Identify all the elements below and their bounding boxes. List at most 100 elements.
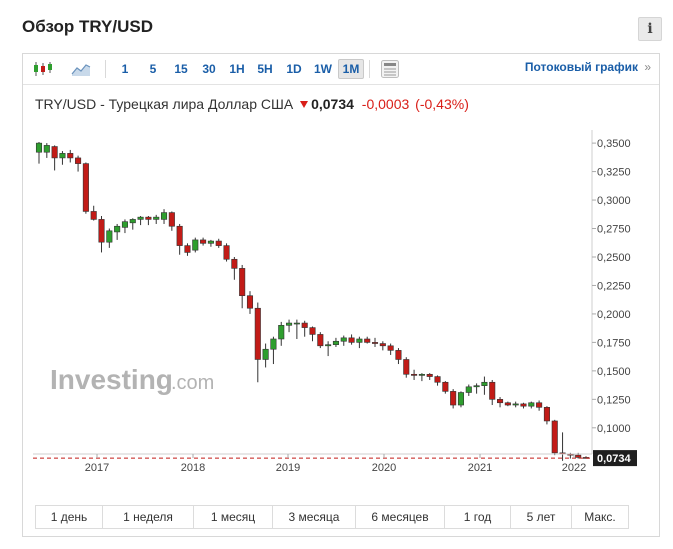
interval-button[interactable]: 1W xyxy=(314,62,332,76)
watermark-suffix: .com xyxy=(171,372,214,394)
candle-body xyxy=(270,338,277,350)
candle-body xyxy=(489,381,496,400)
area-chart-icon[interactable] xyxy=(71,61,91,77)
y-tick-label: 0,3250 xyxy=(597,167,631,179)
double-chevron-right-icon: » xyxy=(644,60,651,74)
candle-body xyxy=(98,219,105,243)
candle-body xyxy=(434,376,441,383)
candle-body xyxy=(309,327,316,335)
interval-button[interactable]: 1D xyxy=(286,62,302,76)
x-tick-label: 2017 xyxy=(85,462,109,474)
candle-body xyxy=(450,391,457,406)
y-tick-label: 0,2250 xyxy=(597,280,631,292)
y-tick-label: 0,3000 xyxy=(597,195,631,207)
candle-body xyxy=(364,338,371,343)
quote-header: TRY/USD - Турецкая лира Доллар США 0,073… xyxy=(35,96,469,112)
interval-button[interactable]: 1M xyxy=(338,59,364,79)
candle-body xyxy=(184,245,191,253)
y-tick-label: 0,3500 xyxy=(597,138,631,150)
candle-body xyxy=(301,322,308,328)
streaming-chart-link[interactable]: Потоковый график » xyxy=(525,60,651,74)
streaming-chart-label: Потоковый график xyxy=(524,60,638,74)
interval-button[interactable]: 30 xyxy=(202,62,216,76)
interval-button[interactable]: 5 xyxy=(149,62,157,76)
interval-button[interactable]: 1 xyxy=(121,62,129,76)
candle-body xyxy=(418,373,425,376)
candle-body xyxy=(473,385,480,388)
period-button[interactable]: 6 месяцев xyxy=(356,506,445,528)
candle-body xyxy=(481,381,488,386)
candle-body xyxy=(356,338,363,343)
candlestick-chart[interactable]: Investing.com 0,3500 0,3250 0,3000 0,2750 0,2… xyxy=(23,54,659,474)
candle-body xyxy=(528,402,535,407)
candle-body xyxy=(411,373,418,376)
x-tick-label: 2019 xyxy=(276,462,300,474)
instrument-name: TRY/USD - Турецкая лира Доллар США xyxy=(35,96,294,112)
candle-body xyxy=(75,157,82,164)
period-button[interactable]: 1 день xyxy=(36,506,103,528)
period-selector: 1 день 1 неделя 1 месяц 3 месяца 6 месяцев 1 … xyxy=(35,505,629,529)
interval-button[interactable]: 5H xyxy=(257,62,273,76)
candle-body xyxy=(395,350,402,360)
candle-body xyxy=(575,454,582,458)
down-arrow-icon xyxy=(300,101,309,109)
period-button[interactable]: 1 неделя xyxy=(103,506,194,528)
interval-button[interactable]: 15 xyxy=(174,62,188,76)
candle-body xyxy=(512,403,519,406)
y-tick-label: 0,2000 xyxy=(597,309,631,321)
candle-body xyxy=(145,216,152,220)
y-tick-label: 0,1250 xyxy=(597,394,631,406)
candle-body xyxy=(442,381,449,392)
candle-body xyxy=(286,322,293,326)
candle-body xyxy=(137,216,144,220)
candle-body xyxy=(51,146,58,159)
last-price-label-bg xyxy=(593,450,637,467)
candle-body xyxy=(497,399,504,404)
table-view-icon[interactable] xyxy=(381,60,399,78)
info-button[interactable]: i xyxy=(638,17,662,41)
interval-button[interactable]: 1H xyxy=(229,62,245,76)
candle-body xyxy=(106,230,113,243)
y-tick-label: 0,1750 xyxy=(597,337,631,349)
chart-toolbar: 1 5 15 30 1H 5H 1D 1W 1M Потоковый график » xyxy=(23,54,659,85)
y-tick-label: 0,1000 xyxy=(597,423,631,435)
y-tick-label: 0,1500 xyxy=(597,366,631,378)
candle-body xyxy=(340,337,347,342)
x-tick-label: 2020 xyxy=(372,462,396,474)
period-button[interactable]: 1 месяц xyxy=(194,506,273,528)
candlestick-chart-icon[interactable] xyxy=(33,61,53,77)
period-button[interactable]: 1 год xyxy=(445,506,511,528)
y-tick-label: 0,2500 xyxy=(597,252,631,264)
candle-body xyxy=(223,245,230,260)
candle-body xyxy=(239,268,246,297)
candle-body xyxy=(129,219,136,224)
candle-body xyxy=(59,153,66,159)
candle-body xyxy=(254,307,261,360)
period-button[interactable]: 5 лет xyxy=(511,506,572,528)
candle-body xyxy=(426,373,433,377)
candle-body xyxy=(168,212,175,227)
candle-body xyxy=(262,348,269,360)
y-tick-label: 0,2750 xyxy=(597,224,631,236)
x-tick-label: 2021 xyxy=(468,462,492,474)
candle-body xyxy=(520,403,527,407)
candle-body xyxy=(332,340,339,345)
candle-body xyxy=(551,420,558,454)
candle-body xyxy=(121,221,128,228)
chart-widget: 1 5 15 30 1H 5H 1D 1W 1M Потоковый график » TRY/… xyxy=(22,53,660,537)
candle-body xyxy=(231,258,238,269)
candle-body xyxy=(114,225,121,233)
candle-body xyxy=(215,240,222,246)
period-button[interactable]: Макс. xyxy=(584,510,616,524)
candle-body xyxy=(246,295,254,309)
price-change-percent: (-0,43%) xyxy=(415,96,469,112)
last-price-label: 0,0734 xyxy=(597,453,632,465)
candle-body xyxy=(278,325,285,340)
candle-body xyxy=(387,345,394,351)
period-button[interactable]: 3 месяца xyxy=(273,506,356,528)
candle-body xyxy=(504,402,511,406)
candle-body xyxy=(200,239,207,244)
candle-body xyxy=(536,402,543,408)
candle-body xyxy=(43,145,50,153)
toolbar-separator xyxy=(105,60,106,78)
